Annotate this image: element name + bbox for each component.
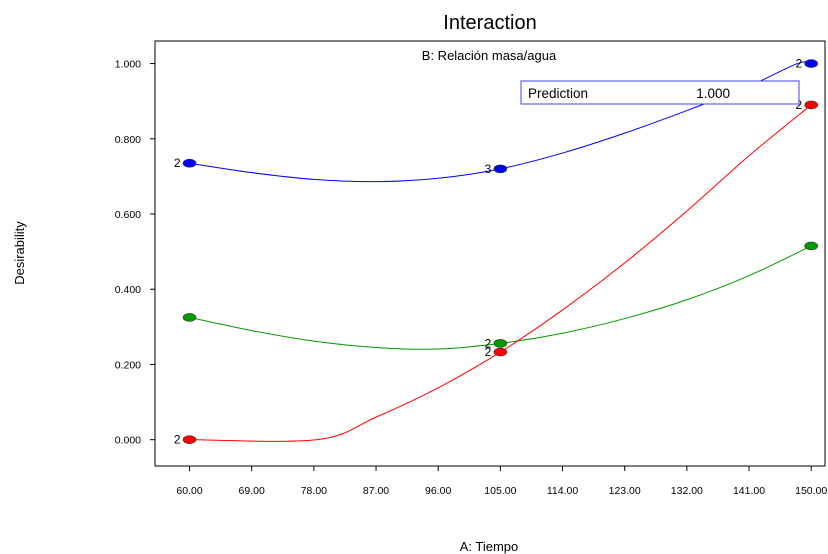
x-tick-label: 69.00 — [239, 485, 265, 497]
point-count-label: 2 — [795, 98, 802, 112]
data-point-red — [493, 347, 508, 357]
y-tick-label: 0.800 — [115, 134, 141, 146]
y-tick-label: 0.600 — [115, 209, 141, 221]
y-tick-label: 1.000 — [115, 59, 141, 71]
x-tick-label: 105.00 — [484, 485, 516, 497]
data-point-blue — [182, 158, 197, 168]
point-count-label: 3 — [485, 162, 492, 176]
x-tick-label: 150.00 — [795, 485, 827, 497]
data-point-blue — [804, 59, 818, 68]
y-tick-label: 0.000 — [115, 435, 141, 447]
x-tick-label: 78.00 — [301, 485, 327, 497]
point-count-label: 2 — [174, 433, 181, 447]
axes: 60.00 69.00 78.00 87.00 96.00 105.00 114.00 123… — [115, 59, 828, 497]
chart-subtitle: B: Relación masa/agua — [422, 48, 557, 63]
x-tick-label: 141.00 — [733, 485, 765, 497]
data-point-green — [493, 339, 508, 348]
x-tick-label: 96.00 — [425, 485, 451, 497]
prediction-box[interactable]: Prediction 1.000 — [520, 80, 800, 105]
series-line-red — [189, 104, 812, 442]
x-tick-label: 114.00 — [547, 485, 578, 497]
chart-title: Interaction — [443, 12, 536, 34]
data-point-red — [804, 100, 818, 110]
x-tick-label: 60.00 — [176, 485, 202, 497]
point-count-label: 2 — [485, 336, 492, 350]
x-axis-label: A: Tiempo — [460, 539, 519, 554]
y-tick-label: 0.200 — [115, 359, 141, 371]
plot-frame — [154, 40, 826, 467]
data-point-green — [182, 313, 197, 322]
y-axis-label: Desirability — [12, 221, 27, 285]
series-line-green — [189, 245, 812, 350]
x-tick-label: 87.00 — [363, 485, 389, 497]
prediction-value: 1.000 — [696, 86, 730, 101]
x-tick-label: 123.00 — [609, 485, 641, 497]
point-count-label: 2 — [174, 156, 181, 170]
series-line-blue — [189, 61, 812, 183]
prediction-label: Prediction — [528, 86, 588, 101]
point-count-label: 2 — [485, 345, 492, 359]
data-point-green — [804, 241, 818, 251]
y-tick-label: 0.400 — [115, 284, 141, 296]
data-point-red — [182, 435, 197, 444]
series-curves — [189, 61, 812, 442]
point-count-label: 2 — [795, 57, 802, 71]
x-tick-label: 132.00 — [671, 485, 703, 497]
data-point-blue — [493, 164, 508, 174]
